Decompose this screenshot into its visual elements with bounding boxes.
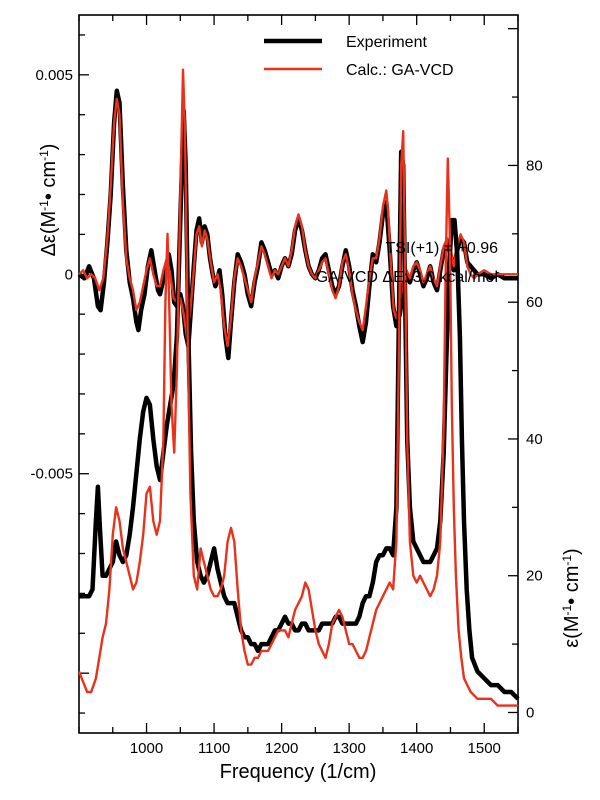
x-tick-label: 1500 <box>468 740 501 757</box>
x-axis-ticks: 1000 1100 1200 1300 1400 1500 <box>78 15 519 757</box>
vcd-ylabel-mid: • cm <box>38 161 60 200</box>
vcd-ylabel-sup2: -1 <box>37 150 51 161</box>
vcd-calc-line <box>78 97 518 348</box>
ir-y-tick-label: 60 <box>526 294 543 311</box>
ir-experiment-line <box>79 108 520 701</box>
x-tick-label: 1400 <box>400 740 433 757</box>
vcd-ylabel-main: Δε(M <box>38 211 60 257</box>
ir-y-axis-label: ε(M-1• cm-1) <box>560 548 583 647</box>
ir-ylabel-mid: • cm <box>561 566 583 605</box>
ir-y-axis-ticks: 0 20 40 60 80 <box>508 28 543 721</box>
x-tick-label: 1300 <box>332 740 365 757</box>
vcd-ylabel-end: ) <box>38 144 60 151</box>
ir-ylabel-main: ε(M <box>561 615 583 647</box>
ir-ylabel-sup1: -1 <box>560 604 574 615</box>
ir-y-tick-label: 40 <box>526 431 543 448</box>
x-axis-label: Frequency (1/cm) <box>220 761 377 783</box>
vcd-y-tick-label: 0 <box>65 266 73 283</box>
plot-frame <box>78 14 519 734</box>
ir-ylabel-end: ) <box>561 548 583 555</box>
x-tick-label: 1000 <box>130 740 163 757</box>
vcd-y-axis-ticks: 0.005 0 -0.005 <box>30 34 89 714</box>
x-tick-label: 1100 <box>198 740 230 757</box>
ir-y-tick-label: 80 <box>526 157 543 174</box>
delta-e-annotation: GA-VCD ΔE: 3.0 kcal/mol <box>316 269 498 286</box>
vcd-ylabel-sup1: -1 <box>37 200 51 211</box>
ir-y-tick-label: 0 <box>526 704 534 721</box>
tsi-annotation: TSI(+1) = +0.96 <box>385 240 498 257</box>
ir-calc-line <box>77 68 518 707</box>
ir-y-tick-label: 20 <box>526 568 543 585</box>
vcd-y-tick-label: -0.005 <box>30 466 73 483</box>
vcd-y-axis-label: Δε(M-1• cm-1) <box>37 144 60 257</box>
ir-ylabel-sup2: -1 <box>560 555 574 566</box>
legend: Experiment Calc.: GA-VCD <box>264 34 454 79</box>
x-tick-label: 1200 <box>265 740 298 757</box>
vcd-y-tick-label: 0.005 <box>35 67 73 84</box>
legend-calc-label: Calc.: GA-VCD <box>346 62 454 79</box>
legend-experiment-label: Experiment <box>346 34 427 51</box>
